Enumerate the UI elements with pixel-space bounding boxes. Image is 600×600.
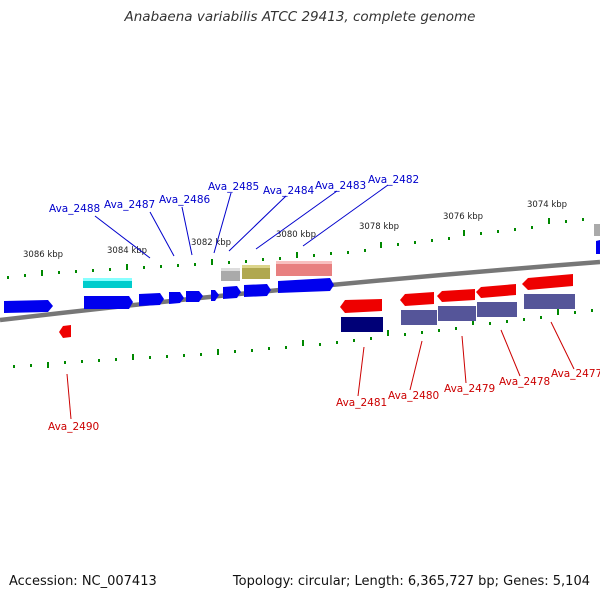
gene-label-ava-2484[interactable]: Ava_2484	[263, 185, 315, 197]
gene-arrow	[59, 325, 71, 338]
gene-arrow	[169, 292, 184, 304]
gene-label-ava-2479[interactable]: Ava_2479	[444, 383, 495, 395]
gene-label-ava-2483[interactable]: Ava_2483	[315, 180, 366, 192]
gene-box	[594, 224, 600, 236]
gene-label-ava-2477[interactable]: Ava_2477	[551, 368, 600, 380]
leader-lines-bottom	[66, 321, 575, 420]
scale-ticks-top	[7, 218, 584, 279]
gene-label-ava-2486[interactable]: Ava_2486	[159, 194, 211, 206]
gene-box	[341, 317, 383, 332]
gene-arrow	[211, 290, 219, 301]
gene-arrow	[223, 286, 241, 299]
scale-label-3086: 3086 kbp	[23, 250, 63, 260]
gene-arrow	[139, 293, 164, 306]
gene-arrow	[437, 289, 475, 302]
gene-arrow	[84, 296, 133, 309]
gene-label-ava-2485[interactable]: Ava_2485	[208, 181, 259, 193]
accession-text: Accession: NC_007413	[9, 574, 157, 589]
gene-box	[221, 268, 240, 281]
gene-label-ava-2490[interactable]: Ava_2490	[48, 421, 99, 433]
genome-summary-text: Topology: circular; Length: 6,365,727 bp…	[232, 574, 590, 589]
genome-title: Anabaena variabilis ATCC 29413, complete…	[124, 9, 476, 25]
gene-label-ava-2488[interactable]: Ava_2488	[49, 203, 100, 215]
scale-label-3082: 3082 kbp	[191, 238, 231, 248]
gene-arrow	[340, 299, 382, 313]
scale-label-3080: 3080 kbp	[276, 230, 316, 240]
gene-arrow	[476, 284, 516, 298]
gene-arrow	[278, 278, 334, 293]
gene-box	[438, 306, 476, 321]
scale-label-3084: 3084 kbp	[107, 246, 147, 256]
scale-label-3078: 3078 kbp	[359, 222, 399, 232]
gene-box	[401, 310, 437, 325]
gene-box	[524, 294, 575, 309]
gene-box	[83, 278, 132, 288]
scale-ticks-bottom	[13, 309, 593, 368]
reverse-genes	[59, 274, 575, 338]
gene-label-ava-2487[interactable]: Ava_2487	[104, 199, 155, 211]
gene-arrow	[522, 274, 573, 290]
gene-arrow	[400, 292, 434, 306]
gene-arrow	[596, 240, 600, 254]
gene-box	[242, 265, 270, 279]
gene-label-ava-2481[interactable]: Ava_2481	[336, 397, 387, 409]
leader-lines-top	[94, 184, 389, 259]
gene-label-ava-2482[interactable]: Ava_2482	[368, 174, 419, 186]
forward-genes	[4, 224, 600, 313]
gene-box	[276, 261, 332, 276]
gene-arrow	[244, 284, 271, 297]
gene-arrow	[4, 300, 53, 313]
scale-label-3074: 3074 kbp	[527, 200, 567, 210]
scale-label-3076: 3076 kbp	[443, 212, 483, 222]
gene-arrow	[186, 291, 203, 302]
gene-label-ava-2480[interactable]: Ava_2480	[388, 390, 439, 402]
gene-box	[477, 302, 517, 317]
gene-label-ava-2478[interactable]: Ava_2478	[499, 376, 550, 388]
